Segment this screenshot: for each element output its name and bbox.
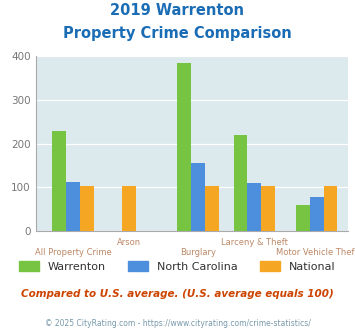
Text: 2019 Warrenton: 2019 Warrenton	[110, 3, 245, 18]
Text: Larceny & Theft: Larceny & Theft	[221, 238, 288, 247]
Bar	[122, 186, 136, 231]
Bar	[310, 197, 323, 231]
Bar	[191, 163, 205, 231]
Text: Motor Vehicle Theft: Motor Vehicle Theft	[276, 248, 355, 257]
Text: All Property Crime: All Property Crime	[35, 248, 111, 257]
Bar	[296, 205, 310, 231]
Bar	[323, 186, 337, 231]
Bar	[261, 186, 275, 231]
Bar	[205, 186, 219, 231]
Text: Burglary: Burglary	[180, 248, 216, 257]
Text: Property Crime Comparison: Property Crime Comparison	[63, 26, 292, 41]
Bar	[234, 135, 247, 231]
Text: Compared to U.S. average. (U.S. average equals 100): Compared to U.S. average. (U.S. average …	[21, 289, 334, 299]
Bar	[66, 182, 80, 231]
Text: Arson: Arson	[117, 238, 141, 247]
Bar	[53, 131, 66, 231]
Bar	[80, 186, 94, 231]
Legend: Warrenton, North Carolina, National: Warrenton, North Carolina, National	[15, 256, 340, 276]
Bar	[178, 63, 191, 231]
Text: © 2025 CityRating.com - https://www.cityrating.com/crime-statistics/: © 2025 CityRating.com - https://www.city…	[45, 319, 310, 328]
Bar	[247, 183, 261, 231]
